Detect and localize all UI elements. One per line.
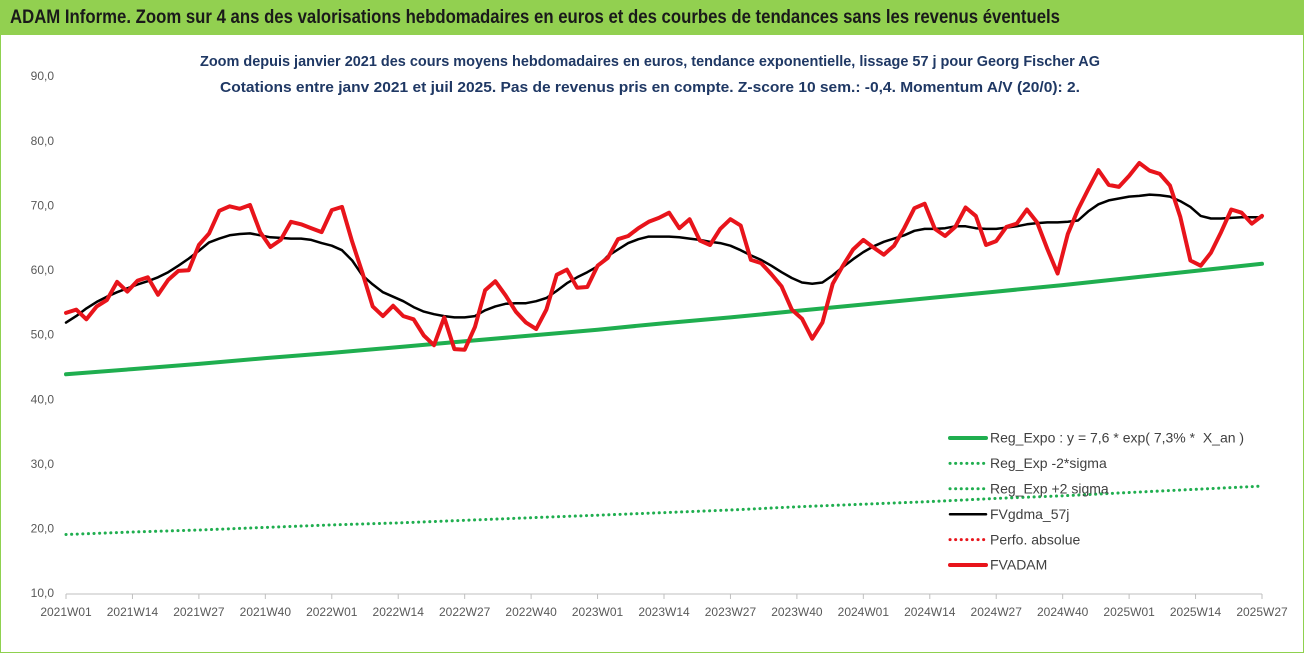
x-tick-label: 2024W40 [1037, 605, 1089, 619]
x-tick-label: 2021W01 [40, 605, 92, 619]
x-tick-label: 2023W27 [705, 605, 757, 619]
y-tick-label: 70,0 [31, 198, 55, 212]
legend-label: Reg_Exp +2 sigma [990, 481, 1109, 497]
x-tick-label: 2025W14 [1170, 605, 1222, 619]
legend-label: FVgdma_57j [990, 506, 1069, 522]
y-tick-label: 60,0 [31, 263, 55, 277]
x-tick-label: 2023W40 [771, 605, 823, 619]
subtitle: Zoom depuis janvier 2021 des cours moyen… [200, 53, 1100, 70]
series-line [64, 484, 1264, 536]
x-tick-label: 2022W27 [439, 605, 491, 619]
x-tick-label: 2022W01 [306, 605, 358, 619]
series-line [64, 261, 1264, 377]
legend-label: Perfo. absolue [990, 531, 1080, 547]
x-tick-label: 2024W01 [838, 605, 890, 619]
plot-area [64, 161, 1264, 536]
y-tick-label: 20,0 [31, 522, 55, 536]
x-tick-label: 2025W27 [1236, 605, 1288, 619]
y-tick-label: 40,0 [31, 392, 55, 406]
y-tick-label: 90,0 [31, 69, 55, 83]
subtitle: Cotations entre janv 2021 et juil 2025. … [220, 79, 1080, 96]
x-tick-label: 2022W40 [505, 605, 557, 619]
legend-label: Reg_Expo : y = 7,6 * exp( 7,3% * X_an ) [990, 430, 1244, 446]
series-line [64, 161, 1264, 352]
chart-title: ADAM Informe. Zoom sur 4 ans des valoris… [10, 7, 1060, 28]
x-tick-label: 2024W14 [904, 605, 956, 619]
y-tick-label: 10,0 [31, 586, 55, 600]
y-tick-label: 50,0 [31, 328, 55, 342]
legend-label: FVADAM [990, 557, 1047, 573]
x-tick-label: 2021W14 [107, 605, 159, 619]
x-tick-label: 2023W14 [638, 605, 690, 619]
legend-label: Reg_Exp -2*sigma [990, 455, 1107, 471]
x-tick-label: 2021W40 [240, 605, 292, 619]
x-tick-label: 2023W01 [572, 605, 624, 619]
x-tick-label: 2025W01 [1103, 605, 1155, 619]
y-tick-label: 80,0 [31, 134, 55, 148]
header-bar [0, 0, 1304, 35]
x-tick-label: 2021W27 [173, 605, 225, 619]
x-tick-label: 2024W27 [971, 605, 1023, 619]
y-tick-label: 30,0 [31, 457, 55, 471]
x-tick-label: 2022W14 [373, 605, 425, 619]
